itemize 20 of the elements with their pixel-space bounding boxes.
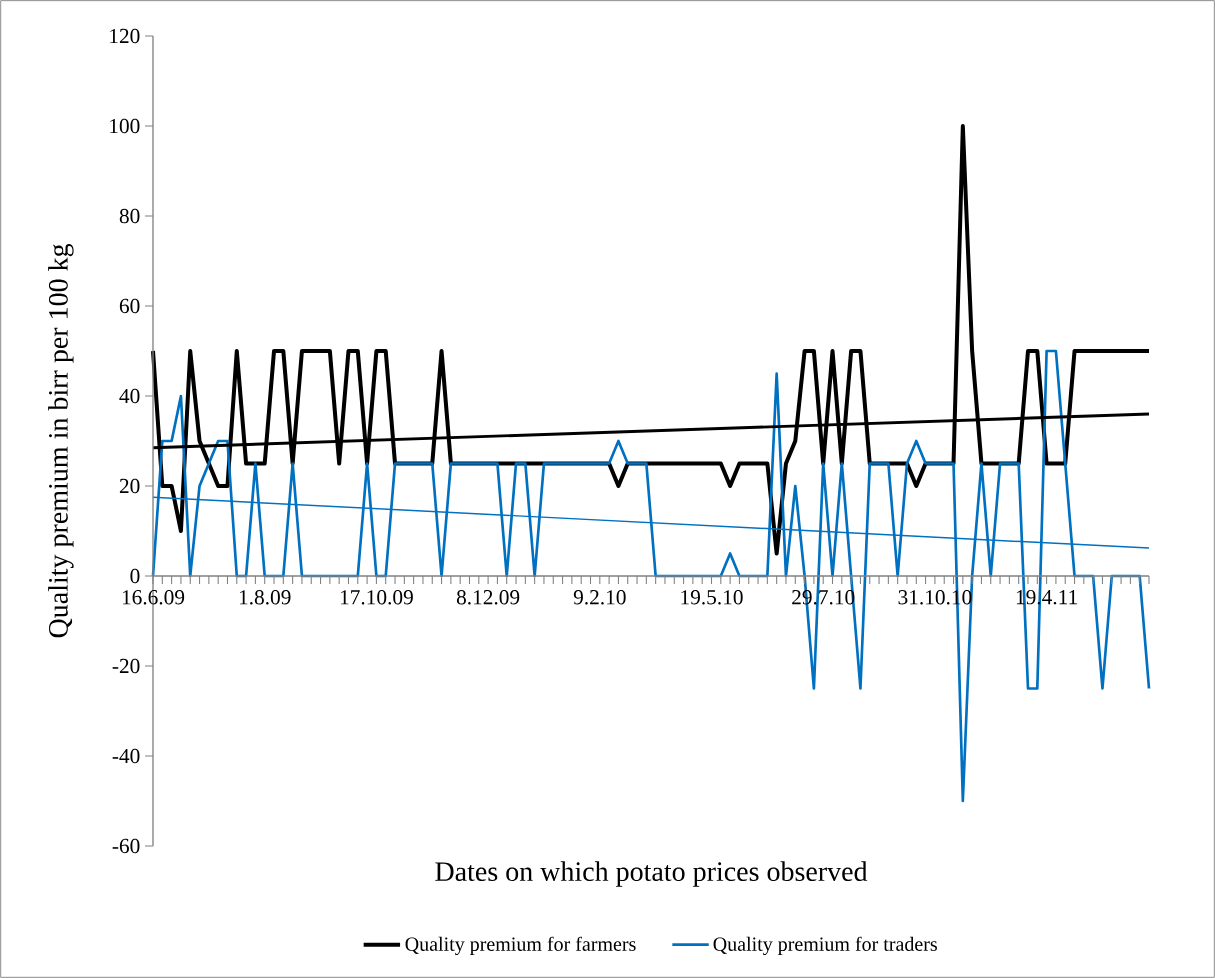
legend-label: Quality premium for farmers xyxy=(405,936,636,956)
y-tick-label: 20 xyxy=(119,478,140,494)
y-tick-label: -20 xyxy=(112,658,140,674)
x-tick-label: 9.2.10 xyxy=(573,590,626,605)
x-axis-title: Dates on which potato prices observed xyxy=(435,861,868,887)
y-tick-label: -60 xyxy=(112,838,140,854)
y-tick-label: 60 xyxy=(119,298,140,314)
y-tick-label: 0 xyxy=(130,568,140,584)
y-tick-label: 40 xyxy=(119,388,140,404)
x-tick-label: 17.10.09 xyxy=(340,590,413,605)
y-axis-title: Quality premium in birr per 100 kg xyxy=(48,243,74,638)
y-tick-label: -40 xyxy=(112,748,140,764)
y-tick-label: 80 xyxy=(119,208,140,224)
x-tick-label: 1.8.09 xyxy=(239,590,291,605)
legend-label: Quality premium for traders xyxy=(713,936,937,956)
x-tick-label: 16.6.09 xyxy=(122,590,185,605)
x-tick-label: 19.5.10 xyxy=(681,590,743,605)
y-tick-label: 120 xyxy=(110,28,140,44)
x-tick-label: 8.12.09 xyxy=(456,590,520,605)
y-tick-label: 100 xyxy=(110,118,140,134)
